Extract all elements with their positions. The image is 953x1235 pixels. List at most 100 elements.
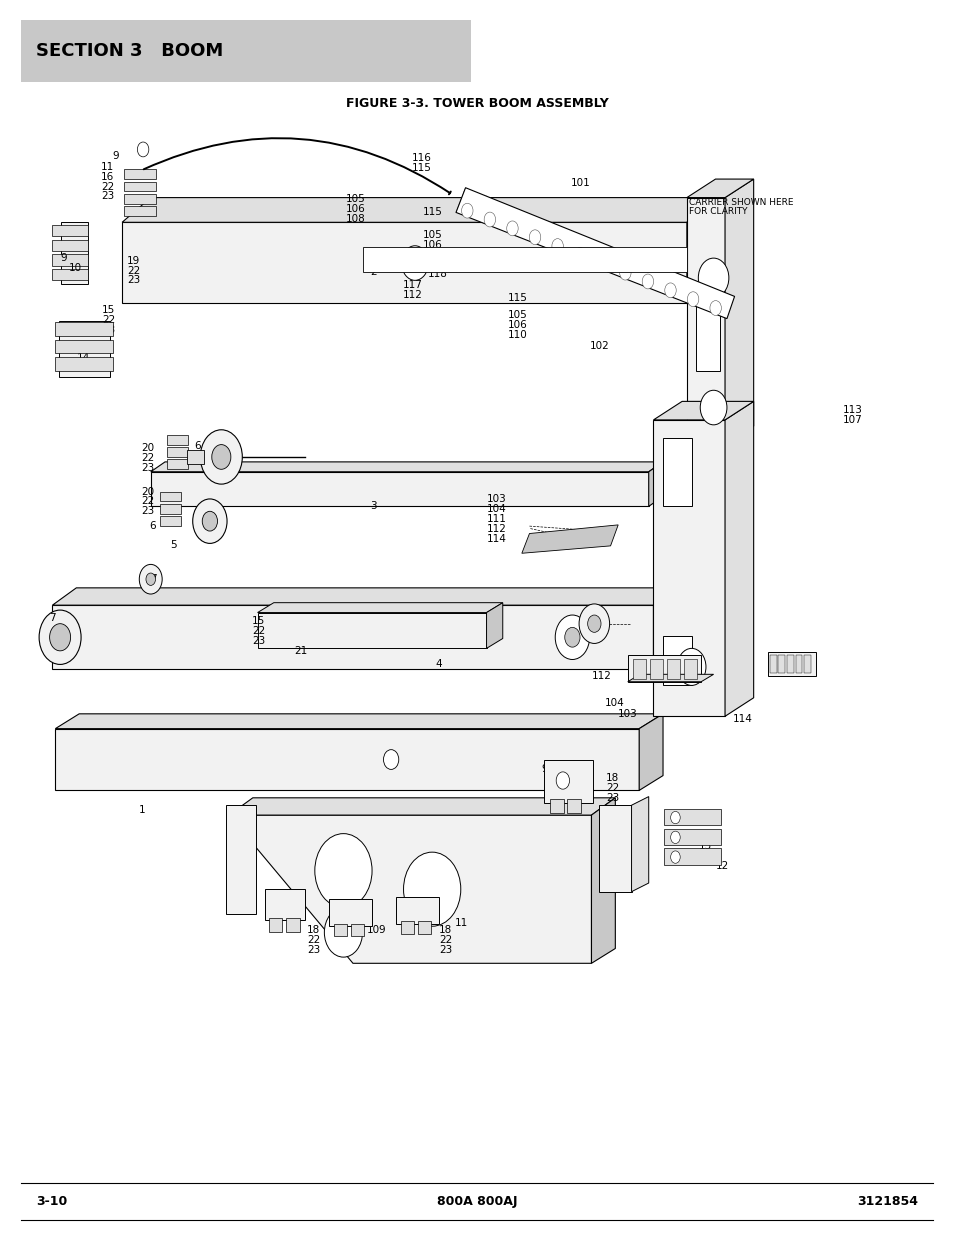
Text: 112: 112 <box>486 524 506 534</box>
Polygon shape <box>543 760 593 803</box>
Bar <box>683 659 697 679</box>
Text: 9: 9 <box>60 253 67 263</box>
Circle shape <box>686 291 698 306</box>
Text: 4: 4 <box>435 659 441 669</box>
Text: 102: 102 <box>589 341 609 351</box>
Circle shape <box>551 238 562 253</box>
Text: 3-10: 3-10 <box>36 1195 68 1208</box>
Text: 106: 106 <box>345 204 365 214</box>
Text: 112: 112 <box>402 290 422 300</box>
Text: 12: 12 <box>69 363 82 373</box>
Polygon shape <box>686 198 715 303</box>
Polygon shape <box>122 222 686 303</box>
Polygon shape <box>598 805 631 892</box>
Bar <box>167 447 188 457</box>
Text: 25: 25 <box>286 902 299 911</box>
Polygon shape <box>52 269 88 280</box>
Polygon shape <box>124 182 156 191</box>
Text: 107: 107 <box>841 415 862 425</box>
Polygon shape <box>663 829 720 845</box>
Polygon shape <box>362 247 686 272</box>
Bar <box>269 918 282 932</box>
Circle shape <box>641 274 653 289</box>
Text: 114: 114 <box>732 714 752 724</box>
Polygon shape <box>257 613 486 648</box>
Text: 104: 104 <box>486 504 506 514</box>
Text: 15: 15 <box>102 305 115 315</box>
Text: 115: 115 <box>412 163 432 173</box>
Polygon shape <box>686 198 724 445</box>
Text: 105: 105 <box>422 230 442 240</box>
Text: 20: 20 <box>141 443 154 453</box>
Bar <box>803 655 810 673</box>
Text: 3: 3 <box>370 501 376 511</box>
Bar <box>351 924 364 936</box>
Text: 106: 106 <box>507 320 527 330</box>
Text: 23: 23 <box>141 506 154 516</box>
Text: FIGURE 3-3. TOWER BOOM ASSEMBLY: FIGURE 3-3. TOWER BOOM ASSEMBLY <box>345 98 608 110</box>
Text: 22: 22 <box>307 935 320 945</box>
Text: 6: 6 <box>194 441 201 451</box>
Circle shape <box>50 624 71 651</box>
Text: 9: 9 <box>378 925 385 935</box>
Text: 23: 23 <box>307 945 320 955</box>
Polygon shape <box>55 322 112 336</box>
Polygon shape <box>653 588 677 669</box>
Circle shape <box>39 610 81 664</box>
Polygon shape <box>124 194 156 204</box>
Polygon shape <box>59 321 110 377</box>
Text: 106: 106 <box>422 240 442 249</box>
Polygon shape <box>631 797 648 892</box>
Text: 5: 5 <box>204 451 211 461</box>
Text: 23: 23 <box>605 793 618 803</box>
Text: 23: 23 <box>438 945 452 955</box>
Text: 114: 114 <box>486 534 506 543</box>
Polygon shape <box>55 729 639 790</box>
Polygon shape <box>226 805 255 914</box>
Circle shape <box>146 573 155 585</box>
Text: 20: 20 <box>141 487 154 496</box>
Circle shape <box>670 831 679 844</box>
Text: 1: 1 <box>138 805 145 815</box>
Circle shape <box>200 430 242 484</box>
Text: 13: 13 <box>699 841 712 851</box>
Polygon shape <box>329 899 372 926</box>
Text: 22: 22 <box>127 266 140 275</box>
Text: SECTION 3   BOOM: SECTION 3 BOOM <box>36 42 223 59</box>
Text: 118: 118 <box>427 269 447 279</box>
Text: 14: 14 <box>76 353 90 363</box>
Polygon shape <box>61 222 88 284</box>
Text: 13: 13 <box>69 343 82 353</box>
Text: 23: 23 <box>252 636 265 646</box>
Bar <box>662 636 691 685</box>
Polygon shape <box>724 179 753 445</box>
Text: 22: 22 <box>101 182 114 191</box>
Text: 6: 6 <box>149 521 155 531</box>
Text: 109: 109 <box>422 249 442 259</box>
Text: 105: 105 <box>507 310 527 320</box>
Polygon shape <box>724 401 753 716</box>
Circle shape <box>529 230 540 245</box>
Text: FOR CLARITY: FOR CLARITY <box>688 207 746 216</box>
Text: 22: 22 <box>438 935 452 945</box>
Text: 23: 23 <box>141 463 154 473</box>
Text: 113: 113 <box>841 405 862 415</box>
Text: 101: 101 <box>570 178 590 188</box>
Text: 23: 23 <box>102 325 115 335</box>
Text: 23: 23 <box>629 835 642 845</box>
Polygon shape <box>653 420 724 716</box>
Bar <box>160 516 181 526</box>
Text: 5: 5 <box>170 540 176 550</box>
Text: 105: 105 <box>345 194 365 204</box>
Text: 108: 108 <box>345 214 365 224</box>
Polygon shape <box>395 897 438 924</box>
Text: 18: 18 <box>438 925 452 935</box>
Text: 9: 9 <box>540 764 547 774</box>
Text: 19: 19 <box>127 256 140 266</box>
Polygon shape <box>663 848 720 864</box>
Bar <box>662 438 691 506</box>
Bar <box>334 924 347 936</box>
Text: 22: 22 <box>629 825 642 835</box>
Polygon shape <box>52 240 88 251</box>
Circle shape <box>556 772 569 789</box>
